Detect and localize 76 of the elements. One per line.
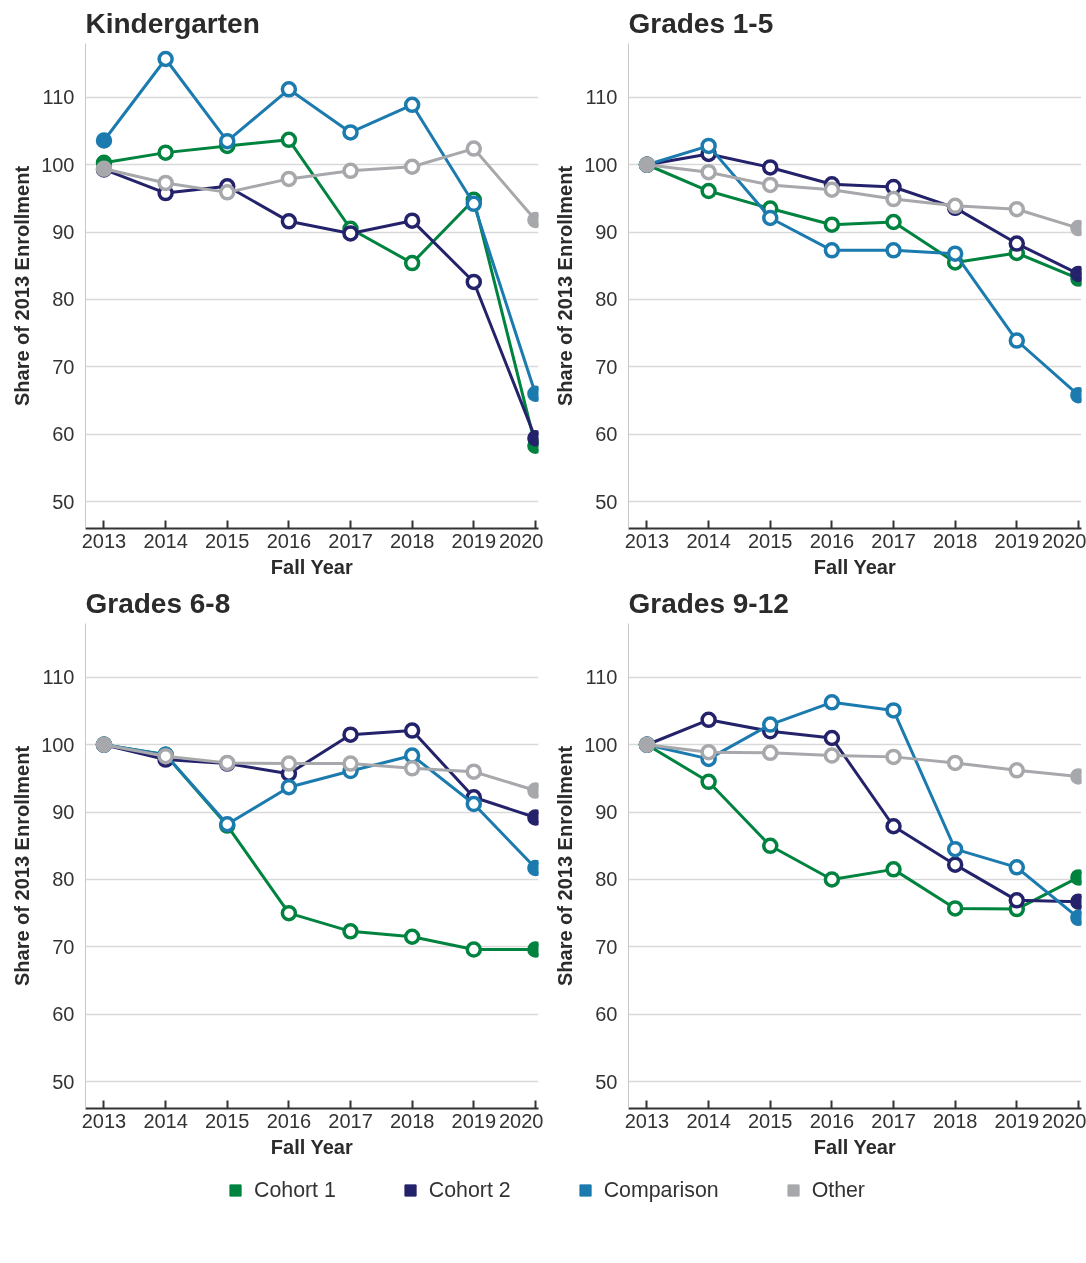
chart-title: Grades 6-8 bbox=[85, 587, 231, 619]
x-tick-label: 2020 bbox=[499, 529, 544, 552]
y-tick-label: 70 bbox=[595, 355, 618, 378]
y-tick-label: 90 bbox=[595, 221, 618, 244]
x-tick-label: 2019 bbox=[994, 529, 1040, 552]
legend-label: Cohort 2 bbox=[428, 1177, 511, 1203]
x-tick-label: 2017 bbox=[328, 1109, 373, 1132]
x-tick-label: 2020 bbox=[499, 1109, 544, 1132]
x-tick-label: 2019 bbox=[994, 1109, 1040, 1132]
x-tick-label: 2013 bbox=[81, 1109, 127, 1132]
y-tick-label: 110 bbox=[585, 86, 618, 109]
y-tick-label: 100 bbox=[584, 733, 618, 756]
x-tick-label: 2014 bbox=[686, 529, 731, 552]
x-tick-label: 2015 bbox=[205, 1109, 250, 1132]
y-tick-label: 110 bbox=[42, 666, 75, 689]
chart-title: Grades 9-12 bbox=[628, 587, 789, 619]
x-tick-label: 2016 bbox=[266, 1109, 312, 1132]
chart-title: Grades 1-5 bbox=[628, 7, 774, 39]
x-tick-label: 2015 bbox=[748, 529, 793, 552]
x-tick-label: 2017 bbox=[871, 1109, 916, 1132]
x-tick-label: 2020 bbox=[1042, 1109, 1086, 1132]
x-axis-title: Fall Year bbox=[813, 555, 896, 578]
x-axis-title: Fall Year bbox=[813, 1135, 896, 1158]
x-tick-label: 2018 bbox=[389, 529, 435, 552]
x-tick-label: 2013 bbox=[624, 1109, 670, 1132]
y-tick-label: 50 bbox=[595, 1070, 618, 1093]
x-tick-label: 2016 bbox=[809, 529, 855, 552]
y-axis-title: Share of 2013 Enrollment bbox=[11, 745, 34, 987]
y-tick-label: 50 bbox=[52, 490, 75, 513]
x-tick-label: 2019 bbox=[451, 1109, 497, 1132]
y-tick-label: 90 bbox=[52, 221, 75, 244]
x-tick-label: 2014 bbox=[686, 1109, 731, 1132]
x-axis-title: Fall Year bbox=[270, 555, 353, 578]
legend-label: Cohort 1 bbox=[254, 1177, 336, 1203]
y-tick-label: 80 bbox=[52, 868, 75, 891]
y-tick-label: 90 bbox=[52, 801, 75, 824]
x-tick-label: 2014 bbox=[143, 1109, 188, 1132]
y-axis-title: Share of 2013 Enrollment bbox=[554, 745, 577, 987]
y-axis-title: Share of 2013 Enrollment bbox=[11, 165, 34, 407]
x-tick-label: 2017 bbox=[871, 529, 916, 552]
x-tick-label: 2013 bbox=[624, 529, 670, 552]
x-tick-label: 2013 bbox=[81, 529, 127, 552]
y-tick-label: 70 bbox=[52, 935, 75, 958]
legend-label: Other bbox=[811, 1177, 865, 1203]
y-tick-label: 60 bbox=[52, 1003, 75, 1026]
x-axis-title: Fall Year bbox=[270, 1135, 353, 1158]
y-tick-label: 110 bbox=[585, 666, 618, 689]
y-tick-label: 70 bbox=[52, 355, 75, 378]
y-tick-label: 70 bbox=[595, 935, 618, 958]
x-tick-label: 2015 bbox=[748, 1109, 793, 1132]
legend-label: Comparison bbox=[603, 1177, 719, 1203]
x-tick-label: 2018 bbox=[389, 1109, 435, 1132]
y-tick-label: 80 bbox=[595, 288, 618, 311]
y-tick-label: 50 bbox=[52, 1070, 75, 1093]
x-tick-label: 2016 bbox=[809, 1109, 855, 1132]
y-tick-label: 100 bbox=[584, 153, 618, 176]
x-tick-label: 2018 bbox=[932, 1109, 978, 1132]
y-tick-label: 60 bbox=[52, 423, 75, 446]
x-tick-label: 2019 bbox=[451, 529, 497, 552]
y-tick-label: 60 bbox=[595, 423, 618, 446]
y-tick-label: 90 bbox=[595, 801, 618, 824]
y-tick-label: 50 bbox=[595, 490, 618, 513]
y-axis-title: Share of 2013 Enrollment bbox=[554, 165, 577, 407]
y-tick-label: 110 bbox=[42, 86, 75, 109]
y-tick-label: 80 bbox=[52, 288, 75, 311]
x-tick-label: 2014 bbox=[143, 529, 188, 552]
x-tick-label: 2016 bbox=[266, 529, 312, 552]
x-tick-label: 2018 bbox=[932, 529, 978, 552]
x-tick-label: 2015 bbox=[205, 529, 250, 552]
y-tick-label: 80 bbox=[595, 868, 618, 891]
y-tick-label: 100 bbox=[41, 733, 75, 756]
x-tick-label: 2017 bbox=[328, 529, 373, 552]
y-tick-label: 60 bbox=[595, 1003, 618, 1026]
chart-title: Kindergarten bbox=[85, 7, 260, 39]
x-tick-label: 2020 bbox=[1042, 529, 1086, 552]
y-tick-label: 100 bbox=[41, 153, 75, 176]
